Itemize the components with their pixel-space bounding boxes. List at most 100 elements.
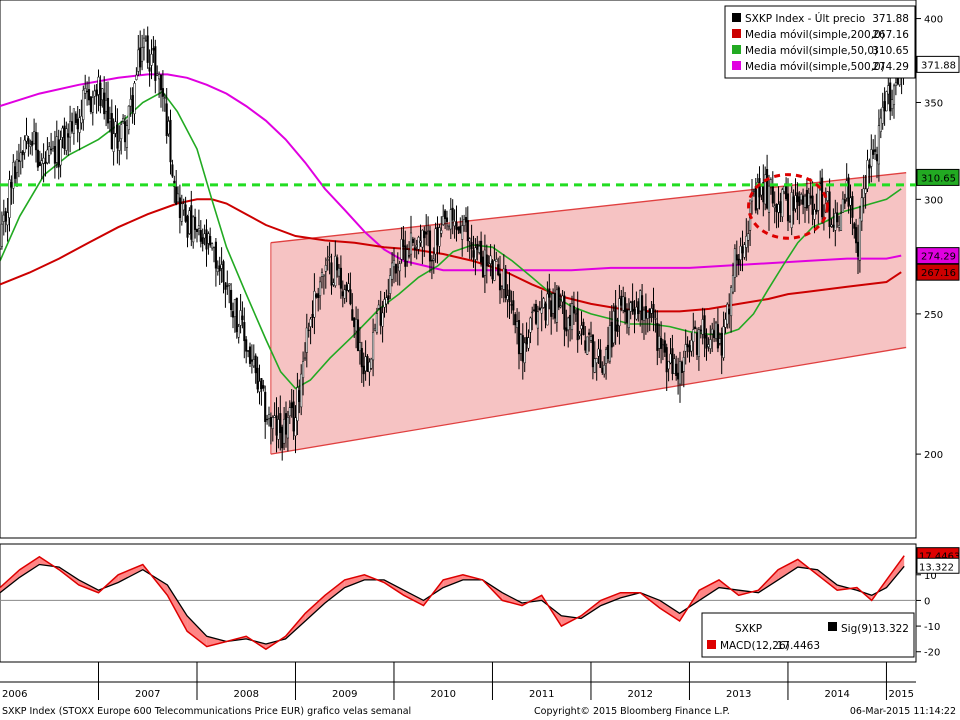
- x-year-label: 2008: [234, 689, 259, 700]
- candle-body: [165, 103, 168, 137]
- candle-body: [12, 161, 15, 189]
- legend-label-ma500: Media móvil(simple,500,0): [745, 61, 885, 73]
- candle-body: [292, 401, 295, 432]
- candle-body: [773, 205, 776, 208]
- candle-body: [544, 303, 547, 321]
- candle-body: [894, 82, 897, 86]
- candle-body: [72, 108, 75, 134]
- candle-body: [51, 148, 55, 152]
- candle-body: [391, 262, 394, 280]
- candle-body: [635, 306, 638, 320]
- candle-body: [588, 332, 591, 335]
- footer-copyright: Copyright© 2015 Bloomberg Finance L.P.: [534, 706, 730, 717]
- candle-body: [38, 161, 41, 167]
- candle-body: [790, 192, 793, 228]
- candle-body: [550, 300, 553, 317]
- candle-body: [576, 308, 579, 341]
- candle-body: [870, 149, 873, 167]
- candle-body: [663, 340, 666, 353]
- candle-body: [468, 238, 471, 242]
- candle-body: [580, 325, 583, 330]
- candle-body: [237, 326, 240, 338]
- candle-body: [87, 89, 91, 101]
- candle-body: [620, 295, 623, 306]
- candle-body: [139, 47, 142, 68]
- candle-body: [644, 306, 647, 319]
- macd-fill-segment: [118, 564, 143, 583]
- candle-body: [307, 329, 310, 332]
- candle-body: [510, 304, 513, 306]
- candle-body: [847, 177, 850, 207]
- candle-body: [841, 198, 844, 213]
- candle-body: [434, 228, 437, 255]
- candle-body: [661, 344, 664, 346]
- candle-body: [637, 301, 640, 315]
- candle-body: [258, 381, 261, 393]
- candle-body: [404, 245, 407, 267]
- candle-body: [17, 159, 20, 162]
- candle-body: [36, 149, 39, 168]
- x-year-label: 2009: [332, 689, 357, 700]
- candle-body: [472, 250, 475, 258]
- candle-body: [739, 245, 742, 260]
- candle-body: [209, 236, 212, 246]
- candle-body: [656, 322, 659, 351]
- macd-line: [0, 555, 905, 651]
- candle-body: [339, 267, 342, 289]
- candle-body: [786, 193, 790, 222]
- macd-legend-swatch-signal: [828, 622, 837, 631]
- candle-body: [423, 230, 426, 239]
- macd-lines: [0, 555, 905, 651]
- candle-body: [743, 244, 746, 258]
- candle-body: [118, 140, 121, 151]
- candle-body: [690, 339, 693, 352]
- candle-body: [830, 224, 833, 227]
- candle-body: [419, 240, 422, 243]
- candle-body: [317, 293, 320, 298]
- macd-y-tick-label: -10: [924, 622, 940, 633]
- candle-body: [29, 144, 32, 147]
- candle-body: [214, 241, 217, 269]
- candle-body: [578, 333, 581, 337]
- candle-body: [877, 125, 880, 165]
- candle-body: [800, 194, 803, 201]
- candle-body: [182, 203, 185, 211]
- candle-body: [402, 239, 405, 248]
- candle-body: [377, 304, 380, 309]
- candle-body: [531, 311, 534, 314]
- candle-body: [889, 82, 892, 112]
- ma200-layer: [0, 198, 902, 313]
- candle-body: [260, 378, 263, 390]
- candle-body: [792, 196, 795, 211]
- candle-body: [512, 300, 515, 311]
- macd-fill-segment: [0, 569, 20, 593]
- candle-body: [324, 265, 327, 272]
- candle-body: [343, 289, 346, 299]
- candle-body: [665, 347, 668, 373]
- candle-body: [330, 262, 333, 286]
- candle-body: [737, 258, 740, 266]
- candle-body: [311, 314, 314, 318]
- candle-body: [400, 239, 403, 260]
- candle-body: [379, 307, 382, 326]
- candle-body: [836, 212, 839, 223]
- macd-fill-segment: [325, 579, 345, 603]
- macd-fill-segment: [817, 569, 838, 591]
- candle-body: [99, 82, 102, 106]
- candle-body: [313, 290, 316, 318]
- candle-body: [673, 358, 676, 374]
- candle-body: [8, 179, 11, 218]
- macd-fill-segment: [699, 579, 719, 601]
- candle-body: [396, 266, 399, 269]
- candle-body: [658, 335, 661, 349]
- candle-body: [713, 330, 716, 339]
- candle-body: [605, 349, 608, 364]
- candle-body: [176, 193, 180, 203]
- candle-body: [385, 297, 388, 305]
- candle-body: [521, 335, 524, 362]
- candle-body: [678, 361, 682, 385]
- candle-body: [262, 385, 265, 389]
- candle-body: [682, 357, 685, 372]
- legend-swatch-ma50: [732, 45, 741, 54]
- candle-body: [731, 274, 735, 293]
